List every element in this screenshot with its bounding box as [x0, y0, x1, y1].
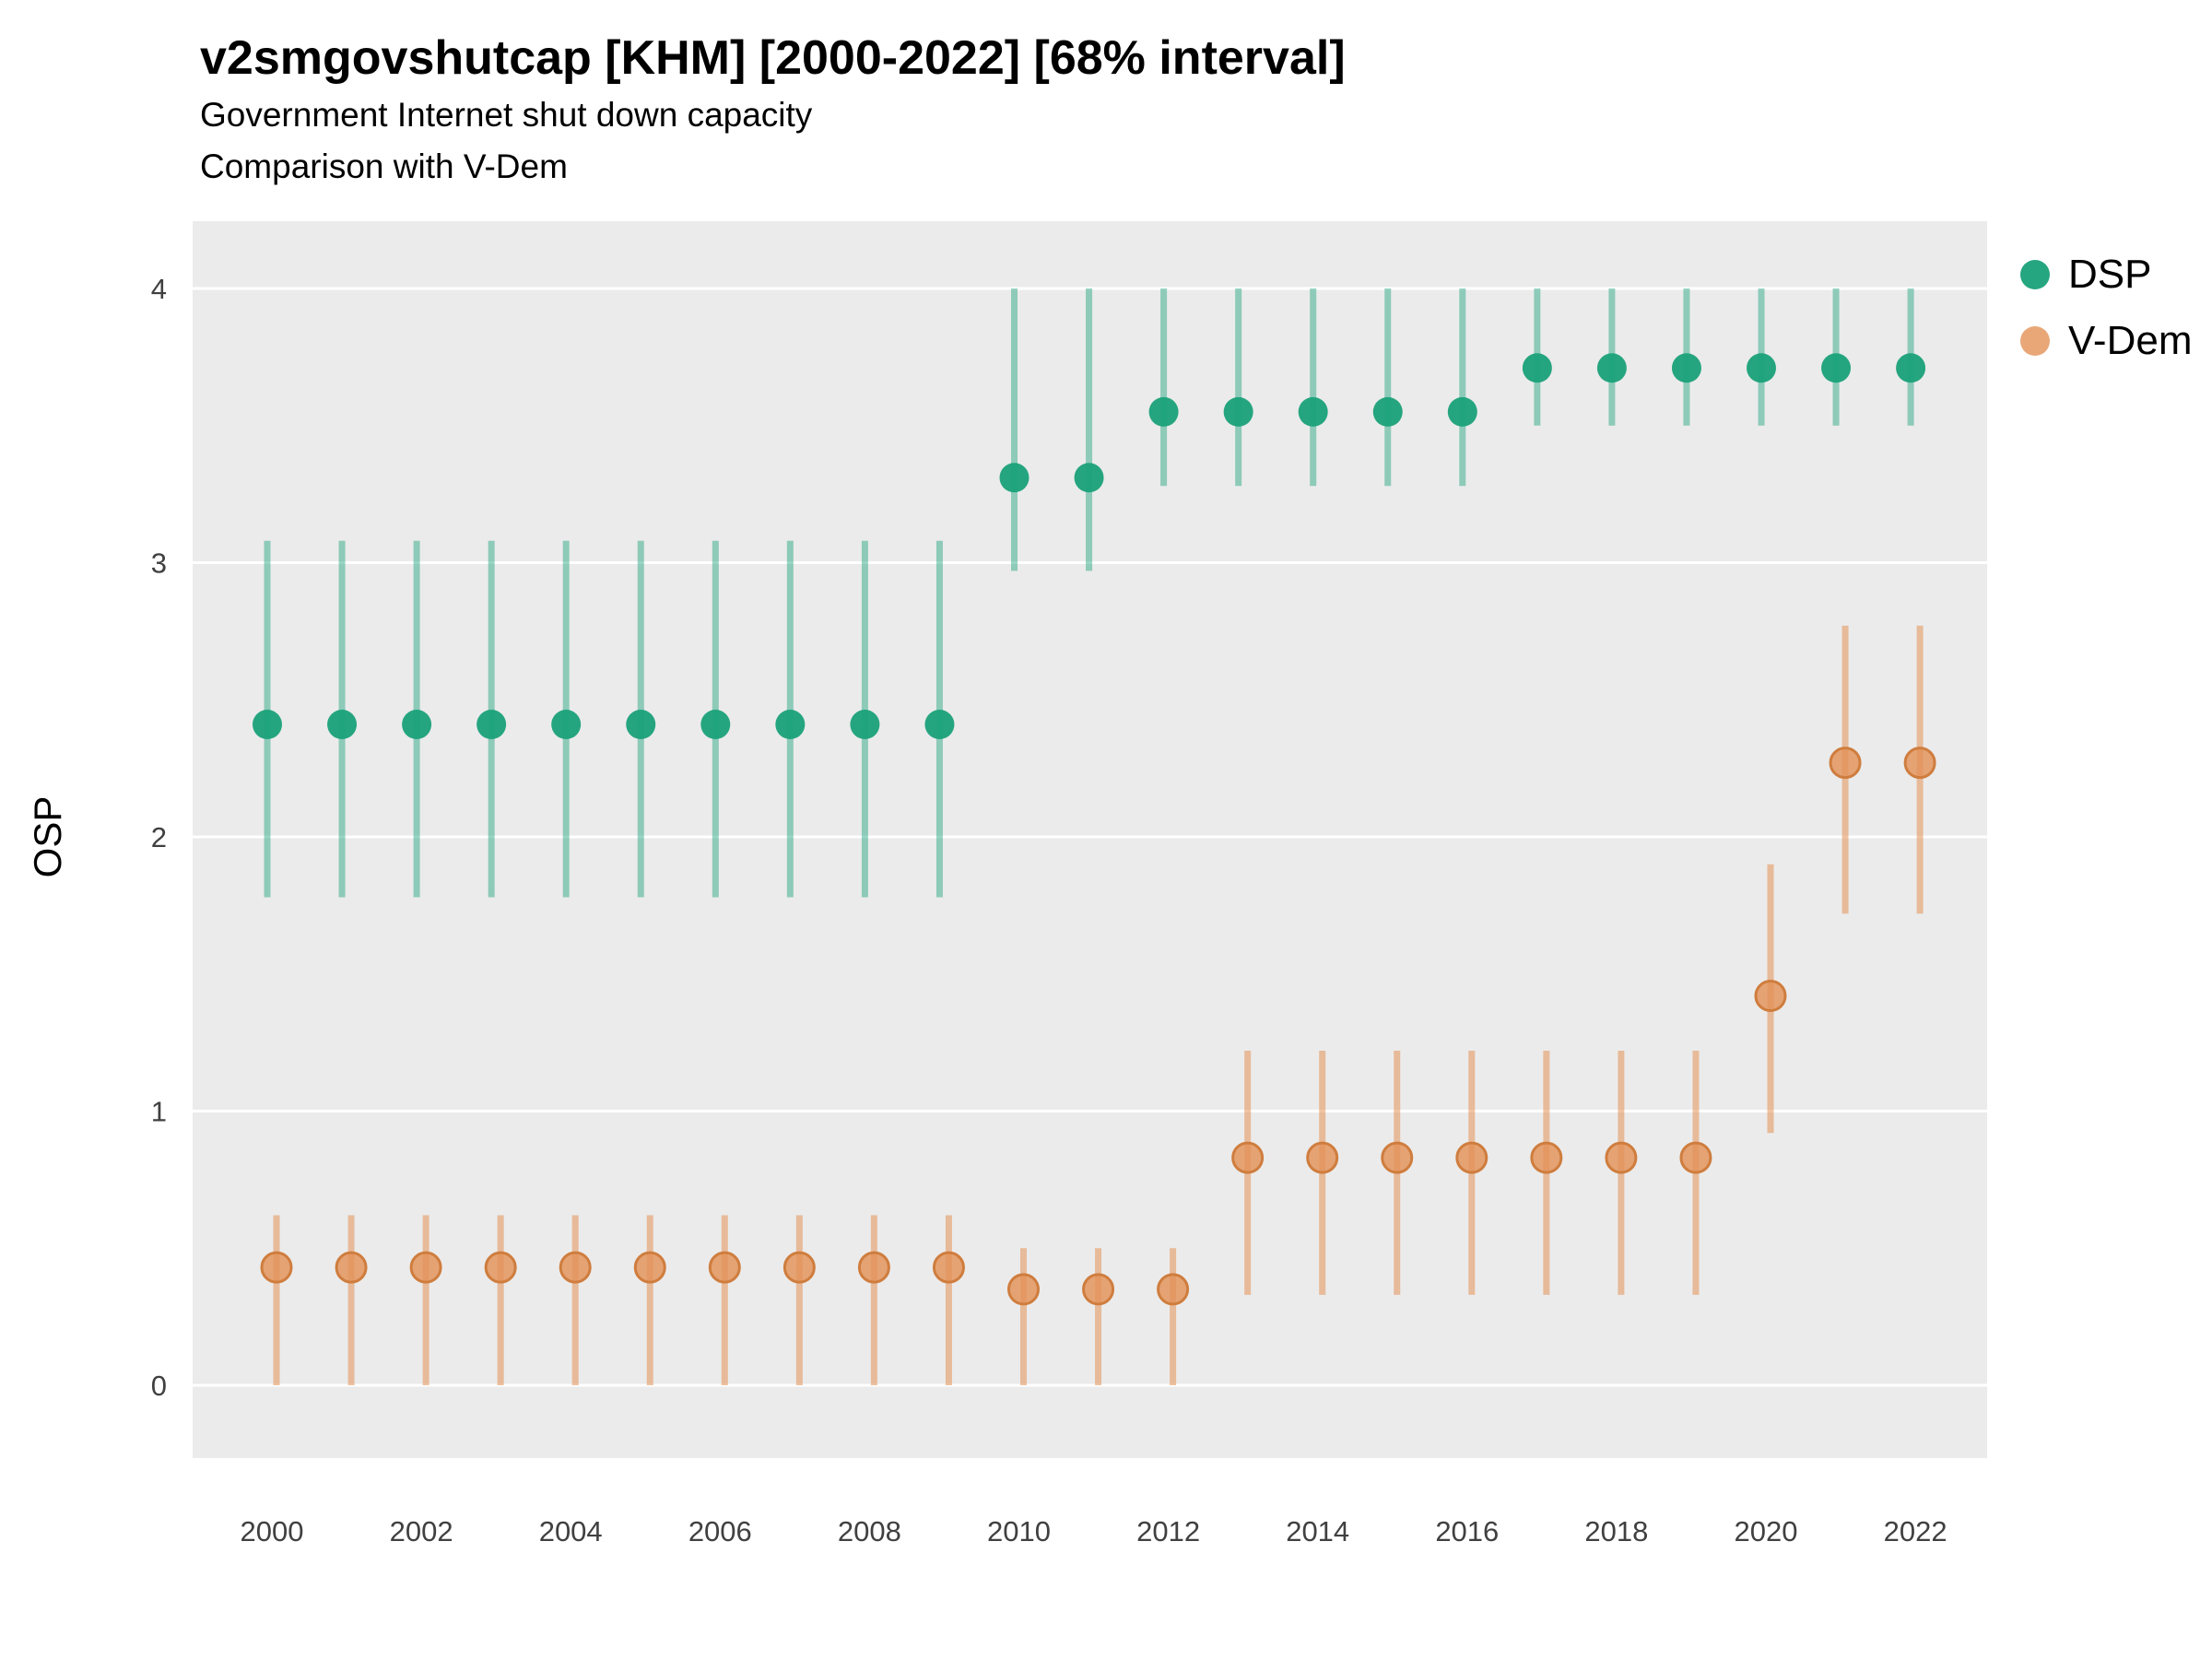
point-V-Dem-2007: [782, 1251, 816, 1284]
point-V-Dem-2013: [1231, 1141, 1265, 1174]
point-DSP-2005: [626, 710, 656, 740]
vdem-legend-dot-icon: [2020, 326, 2050, 356]
x-tick-label-2010: 2010: [987, 1515, 1051, 1547]
y-tick-label-3: 3: [151, 547, 167, 580]
point-DSP-2014: [1298, 396, 1328, 427]
point-DSP-2002: [402, 710, 432, 740]
point-V-Dem-2019: [1679, 1141, 1712, 1174]
legend-item-vdem: V-Dem: [2020, 308, 2192, 374]
y-tick-label-2: 2: [151, 821, 167, 853]
point-DSP-2019: [1671, 353, 1701, 383]
point-V-Dem-2001: [335, 1251, 368, 1284]
y-tick-label-0: 0: [151, 1370, 167, 1402]
point-DSP-2016: [1447, 396, 1477, 427]
y-tick-label-4: 4: [151, 273, 167, 305]
legend: DSP V-Dem: [2020, 241, 2192, 374]
point-DSP-2012: [1148, 396, 1179, 427]
chart-header: v2smgovshutcap [KHM] [2000-2022] [68% in…: [200, 31, 1346, 190]
point-DSP-2017: [1522, 353, 1552, 383]
point-DSP-2004: [551, 710, 582, 740]
point-V-Dem-2011: [1082, 1273, 1115, 1306]
vdem-legend-label: V-Dem: [2068, 318, 2193, 363]
point-V-Dem-2008: [857, 1251, 890, 1284]
point-V-Dem-2012: [1157, 1273, 1190, 1306]
panel-background: [193, 221, 1987, 1458]
chart-subtitle-line1: Government Internet shut down capacity: [200, 95, 813, 134]
x-tick-label-2008: 2008: [838, 1515, 901, 1547]
point-V-Dem-2020: [1754, 980, 1787, 1013]
point-V-Dem-2000: [260, 1251, 293, 1284]
x-tick-label-2004: 2004: [539, 1515, 603, 1547]
point-V-Dem-2002: [409, 1251, 442, 1284]
point-V-Dem-2016: [1455, 1141, 1488, 1174]
x-tick-label-2014: 2014: [1286, 1515, 1349, 1547]
point-V-Dem-2017: [1530, 1141, 1563, 1174]
point-DSP-2007: [775, 710, 806, 740]
point-V-Dem-2003: [484, 1251, 517, 1284]
point-V-Dem-2022: [1903, 747, 1936, 780]
point-DSP-2008: [850, 710, 880, 740]
point-V-Dem-2021: [1829, 747, 1862, 780]
point-DSP-2013: [1223, 396, 1253, 427]
point-DSP-2018: [1596, 353, 1627, 383]
point-DSP-2011: [1074, 463, 1104, 493]
point-DSP-2020: [1747, 353, 1776, 383]
chart-subtitle-line2: Comparison with V-Dem: [200, 147, 568, 185]
point-DSP-2015: [1372, 396, 1403, 427]
x-tick-label-2002: 2002: [390, 1515, 453, 1547]
point-V-Dem-2015: [1381, 1141, 1414, 1174]
point-DSP-2006: [700, 710, 731, 740]
point-V-Dem-2009: [932, 1251, 965, 1284]
point-DSP-2003: [477, 710, 507, 740]
point-V-Dem-2010: [1007, 1273, 1040, 1306]
point-DSP-2010: [999, 463, 1030, 493]
legend-item-dsp: DSP: [2020, 241, 2192, 308]
x-tick-label-2000: 2000: [241, 1515, 304, 1547]
point-V-Dem-2004: [559, 1251, 592, 1284]
x-tick-label-2016: 2016: [1435, 1515, 1499, 1547]
x-tick-label-2022: 2022: [1884, 1515, 1947, 1547]
point-DSP-2021: [1821, 353, 1852, 383]
point-V-Dem-2018: [1605, 1141, 1638, 1174]
point-DSP-2009: [924, 710, 955, 740]
x-tick-label-2020: 2020: [1735, 1515, 1798, 1547]
point-V-Dem-2005: [633, 1251, 666, 1284]
point-DSP-2001: [327, 710, 358, 740]
point-DSP-2022: [1896, 353, 1926, 383]
chart-title: v2smgovshutcap [KHM] [2000-2022] [68% in…: [200, 31, 1346, 85]
x-tick-label-2018: 2018: [1584, 1515, 1648, 1547]
dsp-legend-dot-icon: [2020, 260, 2050, 289]
dsp-legend-label: DSP: [2068, 252, 2152, 297]
x-tick-label-2006: 2006: [688, 1515, 752, 1547]
point-V-Dem-2014: [1306, 1141, 1339, 1174]
point-V-Dem-2006: [708, 1251, 741, 1284]
x-tick-label-2012: 2012: [1136, 1515, 1200, 1547]
point-DSP-2000: [253, 710, 282, 740]
y-tick-label-1: 1: [151, 1096, 167, 1128]
